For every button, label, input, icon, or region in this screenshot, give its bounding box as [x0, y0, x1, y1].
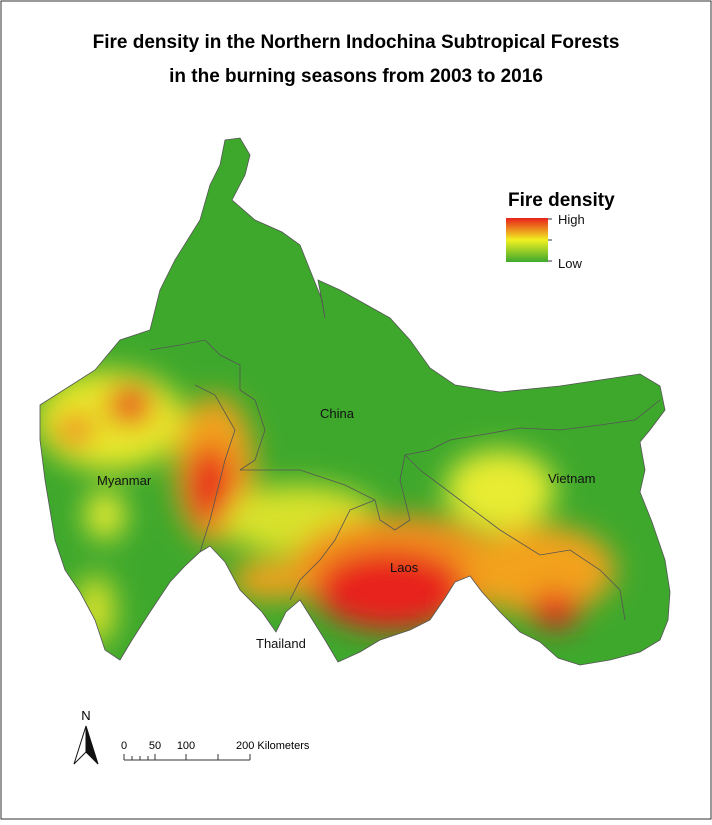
north-label: N — [81, 708, 90, 723]
title-line-2: in the burning seasons from 2003 to 2016 — [169, 66, 543, 87]
title-line-1: Fire density in the Northern Indochina S… — [93, 32, 620, 53]
country-label: Myanmar — [97, 473, 152, 488]
north-arrow — [85, 725, 99, 765]
scale-label: 100 — [177, 740, 195, 752]
scale-label: 50 — [149, 740, 161, 752]
scale-bar — [123, 754, 251, 761]
scale-label: 0 — [121, 740, 127, 752]
legend-low: Low — [558, 256, 582, 271]
country-borders — [149, 339, 661, 621]
country-label: Thailand — [256, 636, 306, 651]
country-label: Laos — [390, 560, 419, 575]
legend-title: Fire density — [508, 190, 615, 211]
legend-high: High — [558, 212, 585, 227]
country-label: Vietnam — [548, 471, 595, 486]
scale-label: 200 Kilometers — [236, 740, 310, 752]
country-label: China — [320, 406, 355, 421]
legend-ramp — [506, 218, 548, 262]
